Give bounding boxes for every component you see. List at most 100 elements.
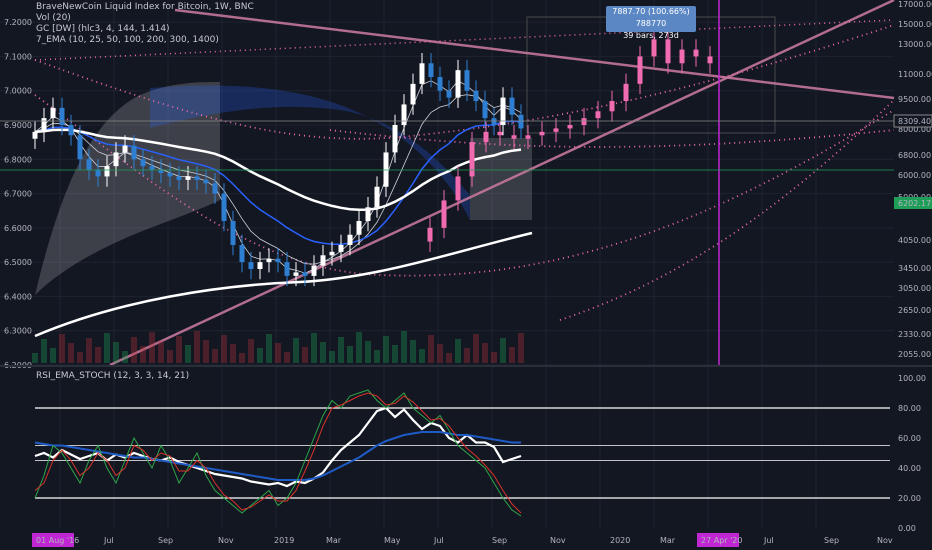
projection-body	[581, 118, 587, 125]
candle-body	[176, 176, 182, 180]
symbol-title[interactable]: BraveNewCoin Liquid Index for Bitcoin, 1…	[36, 2, 254, 12]
projection-body	[539, 131, 545, 136]
x-axis-label: Sep	[824, 536, 839, 545]
candle-body	[95, 169, 101, 177]
right-axis-tick: 9500.00	[898, 95, 931, 104]
projection-body	[441, 200, 447, 228]
projection-body	[455, 176, 461, 201]
volume-bar	[365, 341, 371, 363]
x-marker-badge	[697, 533, 739, 547]
right-axis-tick: 6000.00	[898, 171, 931, 180]
volume-bar	[284, 352, 290, 363]
candle-body	[482, 101, 488, 119]
candle-body	[248, 262, 254, 269]
volume-bar	[203, 340, 209, 363]
current-price-badge	[894, 197, 932, 209]
right-axis-tick: 3050.00	[898, 284, 931, 293]
candle-body	[374, 186, 380, 208]
candle-body	[518, 114, 524, 129]
candle-body	[509, 97, 515, 115]
candle-body	[311, 265, 317, 276]
volume-bar	[473, 334, 479, 363]
candle-body	[41, 118, 47, 132]
volume-bar	[374, 350, 380, 363]
volume-bar	[113, 342, 119, 363]
indicator-ema[interactable]: 7_EMA (10, 25, 50, 100, 200, 300, 1400)	[36, 35, 219, 45]
candle-body	[419, 63, 425, 84]
volume-bar	[491, 352, 497, 363]
measure-line2: 39 bars, 273d	[623, 31, 679, 40]
indicator-volume[interactable]: Vol (20)	[36, 13, 71, 23]
candle-body	[77, 135, 83, 160]
rsi-pane	[34, 389, 890, 517]
candle-body	[428, 63, 434, 77]
candle-body	[365, 207, 371, 221]
projection-body	[567, 125, 573, 129]
candle-body	[347, 234, 353, 245]
volume-bar	[338, 337, 344, 363]
projection-body	[623, 83, 629, 101]
volume-bar	[500, 338, 506, 363]
candle-body	[32, 131, 38, 139]
current-price-text: 6202.17	[898, 199, 931, 208]
ema-1400-line	[34, 231, 533, 338]
volume-bar	[194, 331, 200, 363]
volume-bar	[68, 343, 74, 363]
support-trendline	[109, 0, 895, 367]
candle-body	[455, 70, 461, 98]
candle-body	[275, 258, 281, 263]
volume-bar	[59, 334, 65, 363]
volume-bar	[176, 336, 182, 363]
candle-body	[203, 179, 209, 184]
volume-bar	[257, 348, 263, 363]
left-axis-tick: 6.9000	[4, 121, 32, 130]
x-axis-label: Nov	[550, 536, 566, 545]
indicator-gc[interactable]: GC [DW] (hlc3, 4, 144, 1.414)	[36, 24, 170, 34]
chart-legend: BraveNewCoin Liquid Index for Bitcoin, 1…	[36, 2, 254, 46]
left-axis-tick: 7.1000	[4, 52, 32, 61]
volume-bar	[320, 342, 326, 363]
volume-bar	[77, 352, 83, 363]
projection-body	[637, 56, 643, 84]
volume-bar	[221, 335, 227, 363]
shaded-box	[470, 138, 532, 220]
volume-bar	[50, 348, 56, 363]
candle-body	[338, 245, 344, 252]
candle-body	[302, 272, 308, 276]
candle-body	[257, 262, 263, 269]
candle-body	[122, 145, 128, 153]
x-axis-label: May	[384, 536, 401, 545]
rsi-legend[interactable]: RSI_EMA_STOCH (12, 3, 3, 14, 21)	[36, 371, 190, 381]
left-axis-tick: 6.5000	[4, 258, 32, 267]
candle-body	[356, 221, 362, 235]
x-axis-label: Nov	[877, 536, 893, 545]
x-axis-label: Jul	[763, 536, 774, 545]
right-axis-tick: 13000.00	[898, 40, 932, 49]
candle-body	[329, 251, 335, 256]
volume-bar	[302, 347, 308, 363]
candle-body	[68, 125, 74, 136]
candle-body	[185, 176, 191, 180]
volume-bar	[446, 353, 452, 363]
candle-body	[473, 90, 479, 101]
volume-bar	[185, 345, 191, 363]
volume-bar	[167, 350, 173, 363]
x-start-label: 01 Aug '16	[36, 536, 79, 545]
volume-bar	[41, 339, 47, 363]
projection-body	[469, 142, 475, 177]
candle-body	[158, 169, 164, 173]
volume-bar	[329, 351, 335, 363]
candle-body	[140, 159, 146, 167]
x-axis-label: Sep	[158, 536, 173, 545]
volume-bar	[248, 339, 254, 363]
right-axis-tick: 4050.00	[898, 236, 931, 245]
blue-band	[150, 85, 470, 220]
rsi-axis-tick: 20.00	[898, 494, 921, 503]
x-axis-label: 2019	[274, 536, 294, 545]
volume-bar	[266, 334, 272, 363]
rsi-axis-tick: 80.00	[898, 404, 921, 413]
candle-body	[446, 90, 452, 98]
candle-body	[266, 258, 272, 263]
x-axis-label: 2020	[610, 536, 630, 545]
